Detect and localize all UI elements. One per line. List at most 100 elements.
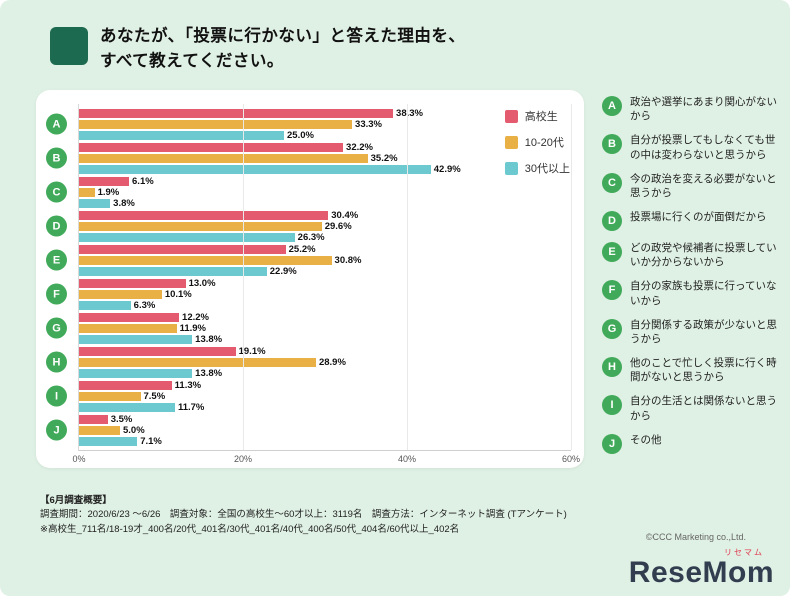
- category-badge: I: [46, 385, 67, 407]
- category-badge: A: [46, 113, 67, 135]
- bar-value-label: 11.9%: [179, 322, 206, 334]
- bar-line: 3.8%: [79, 197, 571, 209]
- reason-item: I 自分の生活とは関係ないと思うから: [602, 393, 780, 422]
- reason-badge: F: [602, 280, 622, 301]
- bar-line: 42.9%: [79, 163, 571, 175]
- bar: [79, 391, 141, 401]
- reason-badge: A: [602, 96, 622, 116]
- reason-label: 自分関係する政策が少ないと思うから: [630, 318, 777, 345]
- bar: [79, 221, 322, 231]
- bar-value-label: 6.1%: [132, 175, 154, 187]
- bar-value-label: 5.0%: [123, 424, 145, 436]
- survey-line-1: 調査期間：2020/6/23 ～6/26 調査対象：全国の高校生～60才以上：3…: [40, 509, 567, 521]
- bar-value-label: 13.8%: [195, 367, 223, 379]
- legend-label: 高校生: [524, 111, 558, 123]
- bar: [79, 402, 175, 412]
- reason-item: F 自分の家族も投票に行っていないから: [602, 278, 780, 307]
- reason-badge: J: [602, 433, 622, 454]
- reason-badge: C: [602, 172, 622, 193]
- bar-group: 32.2% 35.2% 42.9%: [79, 141, 571, 175]
- bar-value-label: 32.2%: [346, 141, 373, 153]
- reason-label: 政治や選挙にあまり関心がないから: [630, 96, 777, 123]
- bar: [79, 300, 131, 310]
- bar-value-label: 3.8%: [113, 197, 135, 209]
- reason-badge: I: [602, 395, 622, 416]
- reason-label: その他: [630, 433, 662, 446]
- chart-row: D 30.4% 29.6% 26.3%: [46, 209, 571, 243]
- bar-value-label: 35.2%: [370, 152, 398, 164]
- chart-row: I 11.3% 7.5% 11.7%: [46, 379, 571, 413]
- bar: [79, 289, 162, 299]
- x-axis-tick: 60%: [561, 454, 581, 464]
- category-badge: H: [46, 351, 67, 373]
- bar: [79, 414, 108, 424]
- bar-line: 38.3%: [79, 107, 571, 119]
- legend-swatch: [504, 135, 518, 149]
- chart-row: B 32.2% 35.2% 42.9%: [46, 141, 571, 175]
- reason-item: J その他: [602, 432, 780, 454]
- bar-group: 13.0% 10.1% 6.3%: [79, 278, 571, 311]
- survey-heading: 【6月調査概要】: [40, 495, 112, 506]
- bar: [79, 266, 267, 276]
- bar-line: 11.3%: [79, 379, 571, 391]
- bar-line: 19.1%: [79, 345, 571, 357]
- bar-line: 25.0%: [79, 129, 571, 141]
- bar: [79, 255, 332, 265]
- legend-swatch: [504, 109, 518, 123]
- bar-line: 35.2%: [79, 152, 571, 164]
- bar-value-label: 19.1%: [238, 345, 266, 357]
- reason-label: 投票場に行くのが面倒だから: [630, 211, 767, 224]
- reason-item: D 投票場に行くのが面倒だから: [602, 209, 780, 232]
- bar: [79, 108, 394, 118]
- bar: [79, 436, 138, 446]
- bar: [79, 368, 193, 378]
- bar-value-label: 25.2%: [288, 243, 316, 255]
- bar: [79, 357, 316, 367]
- bar-line: 29.6%: [79, 221, 571, 232]
- bar-line: 7.5%: [79, 390, 571, 402]
- bar-line: 13.8%: [79, 334, 571, 345]
- reason-badge: H: [602, 357, 622, 378]
- bar-value-label: 11.7%: [177, 401, 205, 413]
- bar-line: 7.1%: [79, 436, 571, 447]
- resemom-logo: リセマム ReseMom: [629, 547, 774, 588]
- bar-value-label: 7.5%: [143, 390, 166, 402]
- reason-badge: D: [602, 211, 622, 232]
- bar-line: 12.2%: [79, 312, 571, 323]
- bar-value-label: 25.0%: [287, 129, 314, 141]
- bar: [79, 153, 368, 163]
- x-axis-tick: 40%: [397, 454, 417, 464]
- bar-value-label: 33.3%: [355, 118, 382, 130]
- bar-group: 12.2% 11.9% 13.8%: [79, 312, 571, 345]
- bar-line: 6.3%: [79, 299, 571, 311]
- bar-line: 11.7%: [79, 401, 571, 413]
- brand-footer: ©CCC Marketing co.,Ltd. リセマム ReseMom: [629, 532, 774, 588]
- bar-value-label: 42.9%: [433, 163, 461, 175]
- chart-rows: A 38.3% 33.3% 25.0% B 32.2% 35.2% 42.9% C 6.1% 1.9…: [46, 104, 571, 450]
- bar-line: 5.0%: [79, 424, 571, 436]
- legend-item: 10-20代: [504, 134, 570, 150]
- x-axis-tick: 20%: [233, 454, 253, 464]
- bar-line: 32.2%: [79, 141, 571, 153]
- chart-row: F 13.0% 10.1% 6.3%: [46, 277, 571, 311]
- chart-row: H 19.1% 28.9% 13.8%: [46, 345, 571, 379]
- bar-value-label: 6.3%: [133, 299, 156, 311]
- copyright-text: ©CCC Marketing co.,Ltd.: [645, 532, 746, 542]
- bar-value-label: 1.9%: [97, 186, 120, 198]
- bar-value-label: 30.8%: [334, 254, 362, 266]
- bar: [79, 346, 236, 356]
- bar-value-label: 11.3%: [174, 379, 202, 391]
- survey-line-2: ※高校生_711名/18-19才_400名/20代_401名/30代_401名/…: [40, 523, 460, 535]
- reason-label: 自分が投票してもしなくても世の中は変わらないと思うから: [630, 134, 776, 161]
- bar-value-label: 38.3%: [396, 107, 423, 119]
- bar: [79, 244, 286, 254]
- bar-value-label: 30.4%: [331, 209, 359, 221]
- reason-badge: B: [602, 134, 622, 155]
- bar: [79, 142, 344, 152]
- bar: [79, 425, 120, 435]
- bar-line: 22.9%: [79, 266, 571, 277]
- bar: [79, 323, 177, 333]
- reason-item: C 今の政治を変える必要がないと思うから: [602, 171, 780, 200]
- category-badge: C: [46, 181, 67, 203]
- logo-text: ReseMom: [628, 556, 774, 589]
